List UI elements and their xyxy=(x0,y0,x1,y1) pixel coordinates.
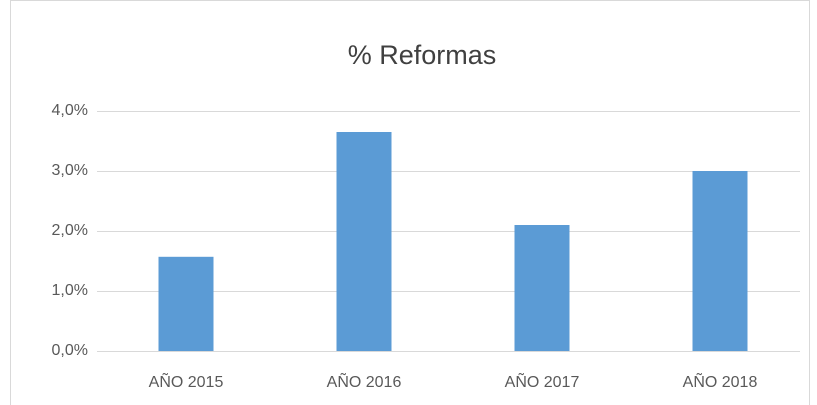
y-tick-label: 2,0% xyxy=(52,222,88,239)
y-tick-label: 0,0% xyxy=(52,342,88,359)
y-tick-label: 3,0% xyxy=(52,162,88,179)
bar xyxy=(692,171,748,351)
x-tick-label: AÑO 2017 xyxy=(505,371,580,391)
bar xyxy=(158,256,214,351)
bar xyxy=(514,225,570,351)
y-tick-label: 4,0% xyxy=(52,102,88,119)
x-tick-label: AÑO 2016 xyxy=(327,371,402,391)
bar xyxy=(336,132,392,351)
x-tick-label: AÑO 2018 xyxy=(683,371,758,391)
chart-title: % Reformas xyxy=(348,40,497,70)
x-tick-label: AÑO 2015 xyxy=(149,371,224,391)
y-tick-label: 1,0% xyxy=(52,282,88,299)
chart-border xyxy=(10,0,810,405)
